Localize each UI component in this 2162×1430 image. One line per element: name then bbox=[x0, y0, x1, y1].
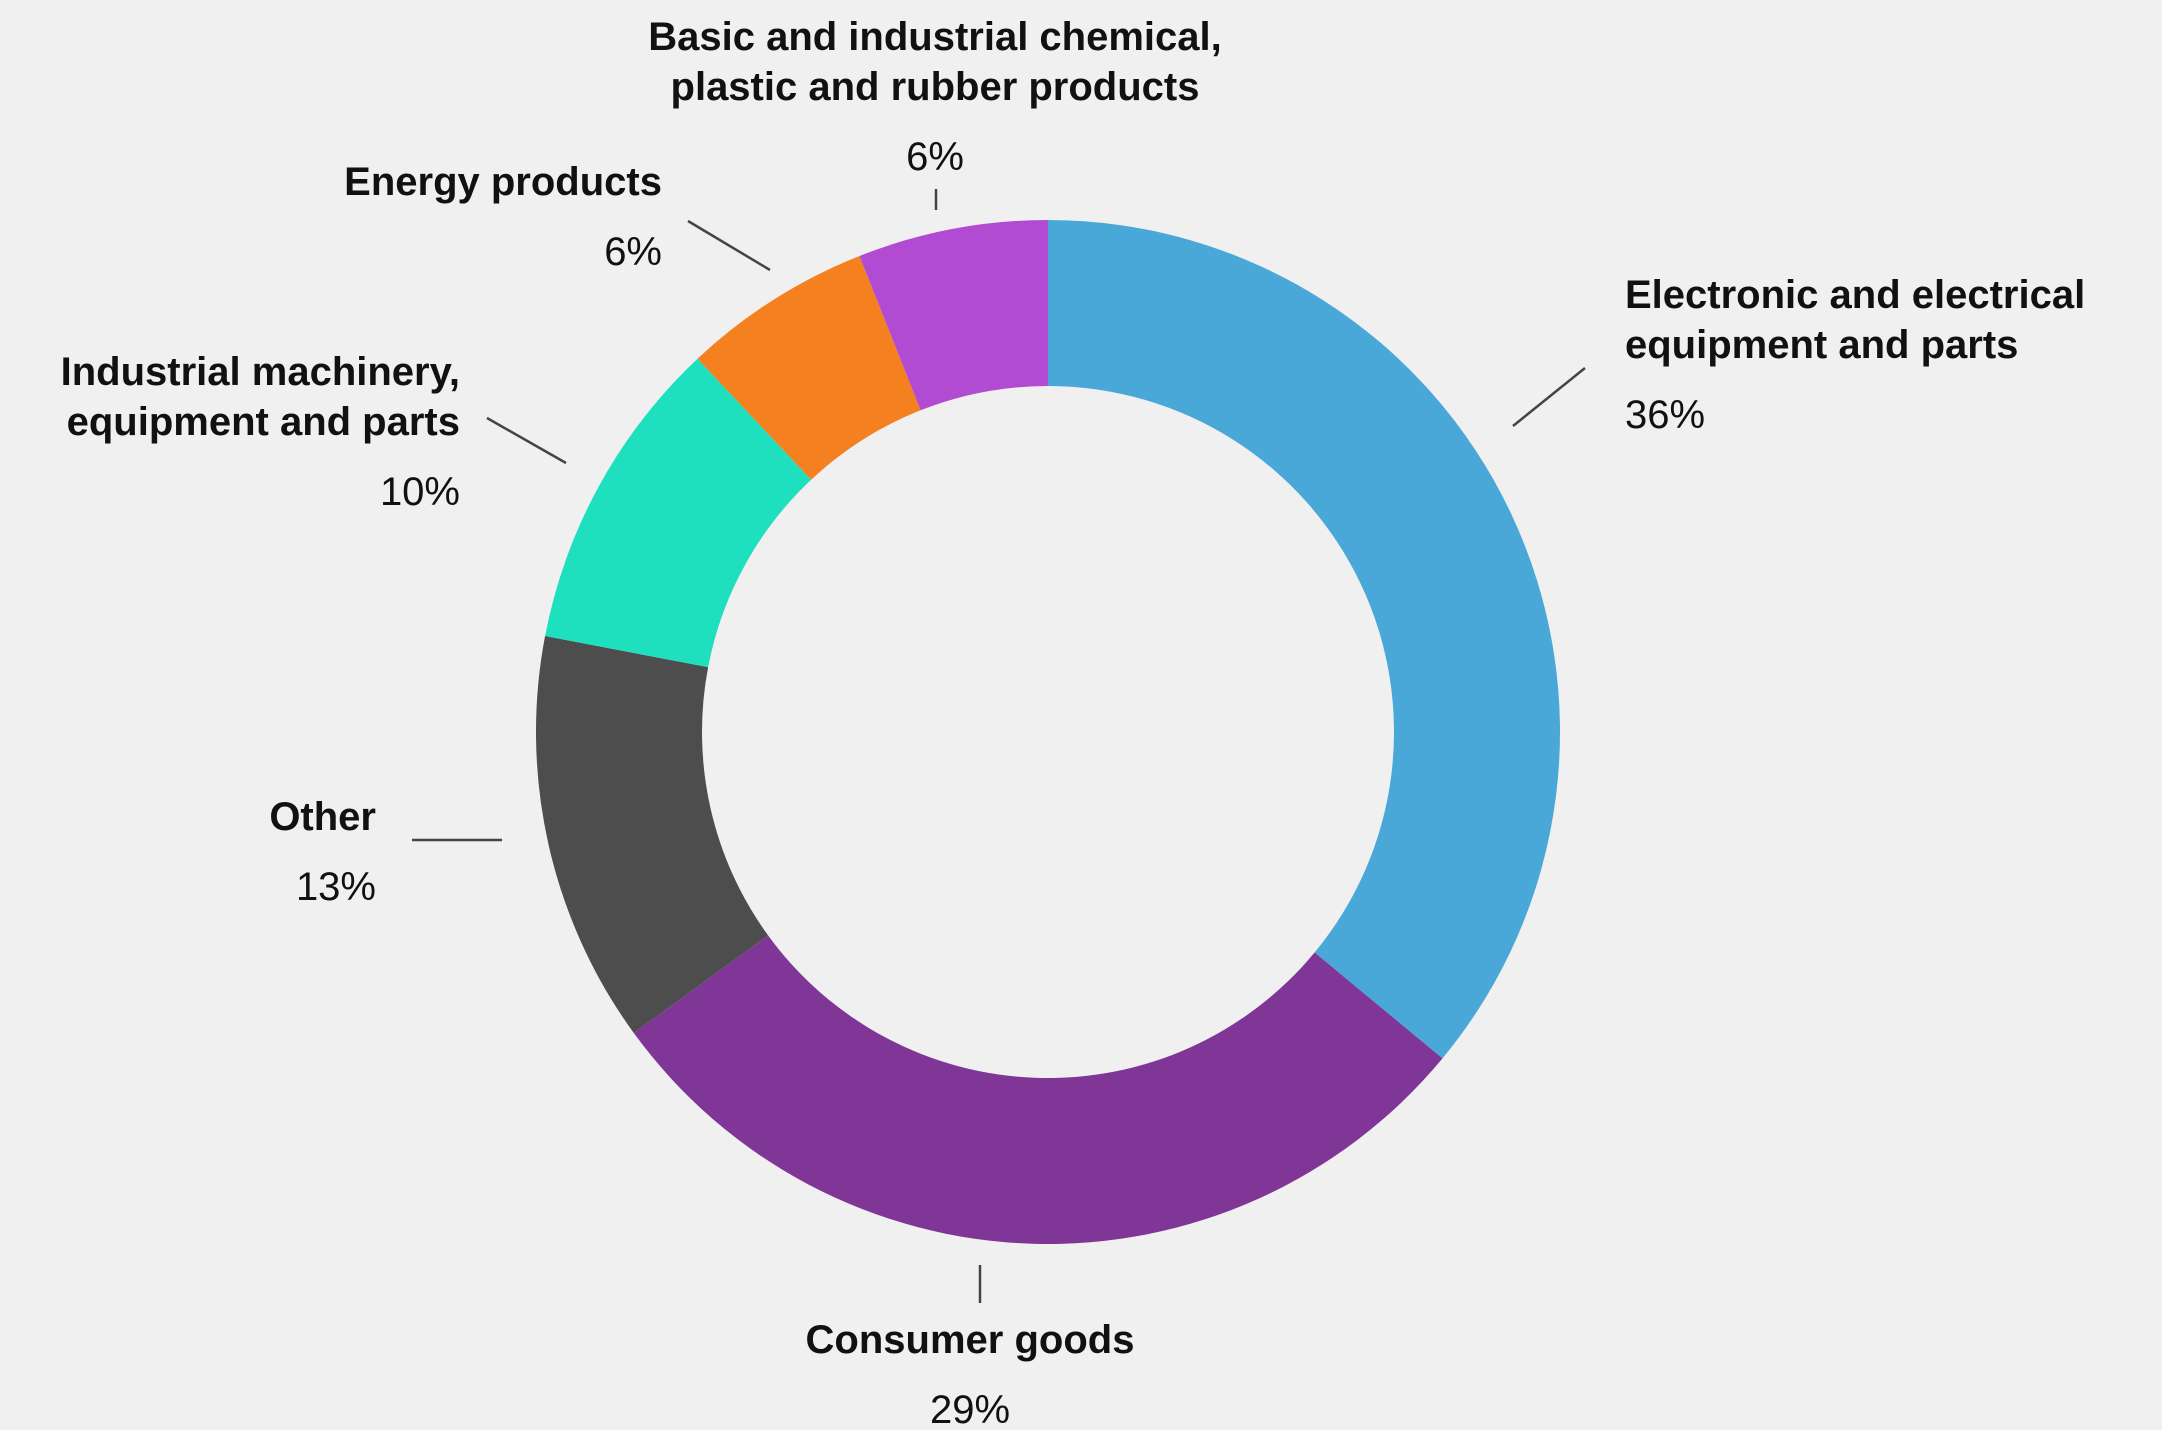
slice-label-3-line-0: Industrial machinery, bbox=[61, 350, 460, 394]
slice-label-5-line-1: plastic and rubber products bbox=[671, 65, 1200, 109]
slice-label-3-line-1: equipment and parts bbox=[67, 400, 460, 444]
leader-line-4 bbox=[687, 219, 771, 272]
donut-slices bbox=[536, 220, 1560, 1244]
slice-label-0-line-1: equipment and parts bbox=[1625, 323, 2018, 367]
donut-slice-5 bbox=[859, 220, 1048, 411]
slice-value-label-5: 6% bbox=[906, 135, 964, 179]
slice-label-2-line-0: Other bbox=[269, 795, 376, 839]
slice-label-5-line-0: Basic and industrial chemical, bbox=[648, 15, 1222, 59]
slice-labels: Electronic and electrical equipment and p… bbox=[61, 15, 2086, 1430]
slice-value-label-0: 36% bbox=[1625, 393, 1705, 437]
leader-line-3 bbox=[486, 416, 567, 465]
slice-value-label-2: 13% bbox=[296, 865, 376, 909]
donut-slice-3 bbox=[545, 358, 812, 668]
donut-slice-1 bbox=[633, 935, 1443, 1244]
donut-slice-2 bbox=[536, 636, 769, 1033]
donut-slice-4 bbox=[697, 255, 921, 480]
leader-line-0 bbox=[1512, 367, 1586, 427]
slice-value-label-4: 6% bbox=[604, 230, 662, 274]
slice-value-label-1: 29% bbox=[930, 1388, 1010, 1430]
donut-slice-0 bbox=[1048, 220, 1560, 1059]
slice-value-label-3: 10% bbox=[380, 470, 460, 514]
slice-label-1-line-0: Consumer goods bbox=[806, 1318, 1135, 1362]
slice-label-0-line-0: Electronic and electrical bbox=[1625, 273, 2085, 317]
slice-label-4-line-0: Energy products bbox=[344, 160, 662, 204]
leader-lines bbox=[412, 189, 1586, 1303]
